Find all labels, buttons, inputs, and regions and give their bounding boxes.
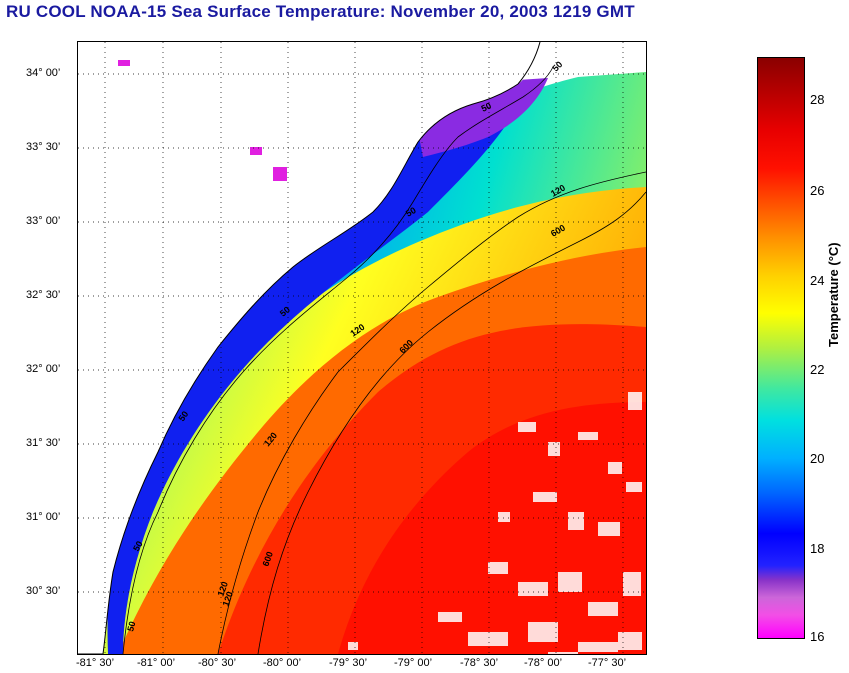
isobath-50 xyxy=(122,66,554,654)
contour-label: 50 xyxy=(278,304,292,318)
colorbar-tick: 26 xyxy=(810,183,825,198)
inner-shelf-region xyxy=(108,72,646,654)
lat-label: 31° 30’ xyxy=(26,437,61,449)
graticule xyxy=(78,42,646,654)
lon-label: -81° 30’ xyxy=(76,657,115,669)
contour-label: 50 xyxy=(404,205,418,219)
temperature-colorbar xyxy=(757,57,805,639)
contour-label: 50 xyxy=(480,101,493,114)
lon-label: -77° 30’ xyxy=(588,657,627,669)
lon-label: -78° 30’ xyxy=(460,657,499,669)
lat-label: 33° 30’ xyxy=(26,141,61,153)
colorbar-tick: 16 xyxy=(810,629,825,644)
isobath-120 xyxy=(217,171,646,654)
coastline-land xyxy=(78,42,538,654)
contour-label: 50 xyxy=(125,620,137,632)
colorbar-tick: 18 xyxy=(810,541,825,556)
contour-label: 120 xyxy=(215,580,230,598)
cloud-cover xyxy=(348,392,642,654)
contour-label: 50 xyxy=(131,539,145,553)
sst-map-svg: 50 120 600 50 120 600 50 120 600 50 120 … xyxy=(78,42,646,654)
lat-label: 34° 00’ xyxy=(26,67,61,79)
isobath-600 xyxy=(257,191,646,654)
lon-label: -79° 30’ xyxy=(329,657,368,669)
colorbar-tick: 28 xyxy=(810,92,825,107)
map-title: RU COOL NOAA-15 Sea Surface Temperature:… xyxy=(6,2,635,21)
lon-label: -80° 30’ xyxy=(198,657,237,669)
lon-label: -79° 00’ xyxy=(394,657,433,669)
lon-label: -78° 00’ xyxy=(524,657,563,669)
colorbar-tick: 24 xyxy=(810,273,825,288)
sst-map: 50 120 600 50 120 600 50 120 600 50 120 … xyxy=(77,41,647,655)
lat-label: 33° 00’ xyxy=(26,215,61,227)
colorbar-label: Temperature (°C) xyxy=(826,242,841,347)
isobath-lines xyxy=(122,66,646,654)
lon-label: -81° 00’ xyxy=(137,657,176,669)
lat-label: 30° 30’ xyxy=(26,585,61,597)
lon-label: -80° 00’ xyxy=(263,657,302,669)
colorbar-tick: 22 xyxy=(810,362,825,377)
contour-label: 120 xyxy=(220,590,235,608)
contour-label: 600 xyxy=(260,550,275,568)
contour-label: 50 xyxy=(176,409,190,423)
lat-label: 31° 00’ xyxy=(26,511,61,523)
lat-label: 32° 30’ xyxy=(26,289,61,301)
colorbar-tick: 20 xyxy=(810,451,825,466)
lat-label: 32° 00’ xyxy=(26,363,61,375)
